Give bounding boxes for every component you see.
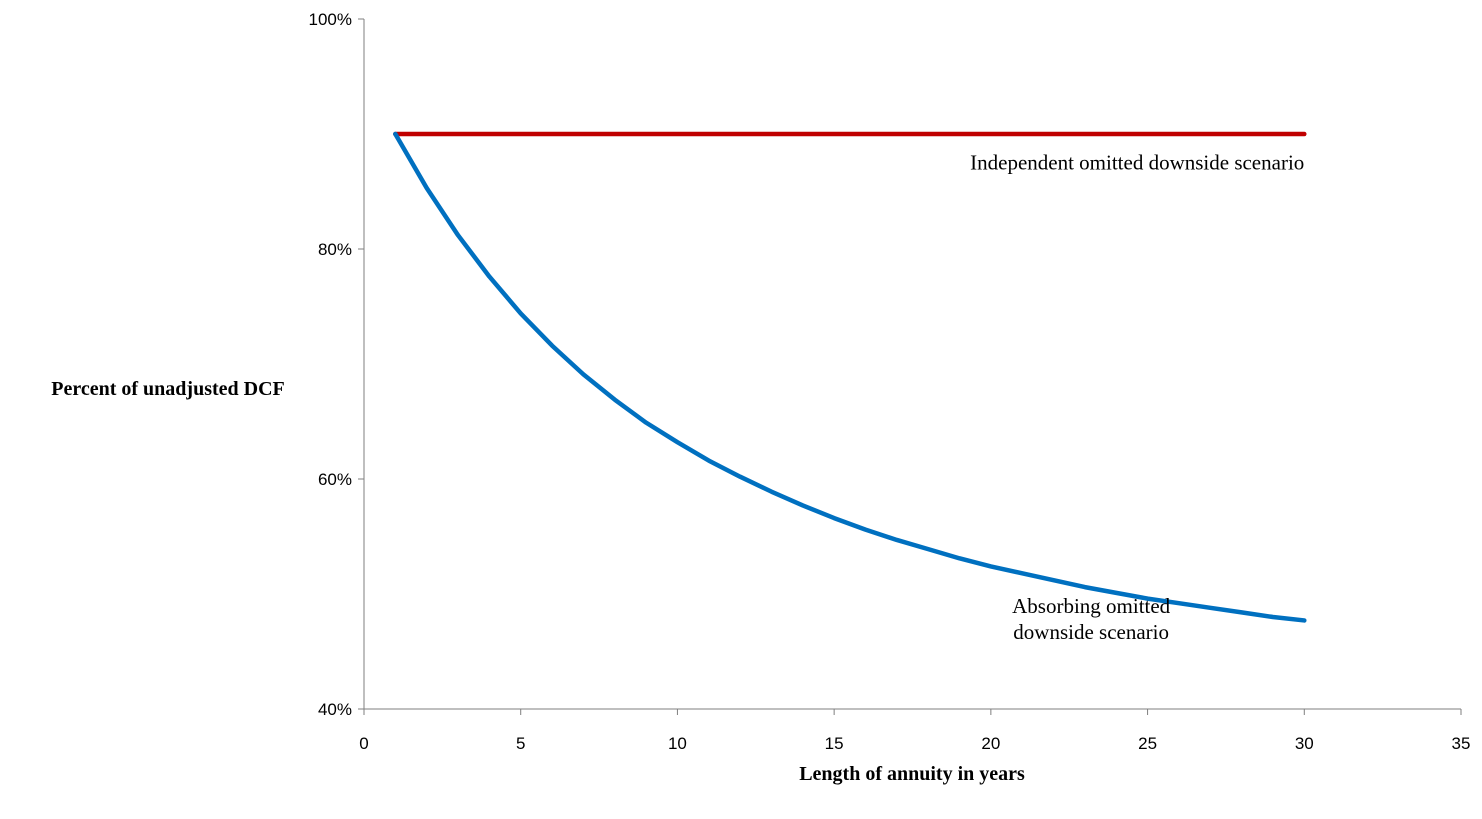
annotation-line: downside scenario xyxy=(1013,620,1169,644)
series-annotations: Independent omitted downside scenario Abs… xyxy=(970,151,1304,645)
annotation-line: Absorbing omitted xyxy=(1012,594,1171,618)
y-axis-ticks: 40% 60% 80% 100% xyxy=(309,10,364,719)
x-tick-label: 15 xyxy=(825,734,844,753)
y-tick-label: 100% xyxy=(309,10,352,29)
x-tick-label: 25 xyxy=(1138,734,1157,753)
annotation-line: Independent omitted downside scenario xyxy=(970,151,1304,175)
x-tick-label: 30 xyxy=(1295,734,1314,753)
axes xyxy=(363,19,1461,710)
series-lines xyxy=(393,131,1307,623)
annotation-absorbing: Absorbing omitted downside scenario xyxy=(1012,594,1171,644)
y-tick-label: 60% xyxy=(318,470,352,489)
x-axis-title: Length of annuity in years xyxy=(799,763,1025,785)
series-line-absorbing xyxy=(393,131,1307,623)
x-tick-label: 20 xyxy=(981,734,1000,753)
y-tick-label: 40% xyxy=(318,700,352,719)
x-axis-ticks: 0 5 10 15 20 25 30 35 xyxy=(359,709,1470,753)
annotation-independent: Independent omitted downside scenario xyxy=(970,151,1304,175)
y-tick-label: 80% xyxy=(318,240,352,259)
x-tick-label: 0 xyxy=(359,734,368,753)
y-axis-title: Percent of unadjusted DCF xyxy=(51,378,285,400)
x-tick-label: 5 xyxy=(516,734,525,753)
x-tick-label: 10 xyxy=(668,734,687,753)
x-tick-label: 35 xyxy=(1452,734,1471,753)
